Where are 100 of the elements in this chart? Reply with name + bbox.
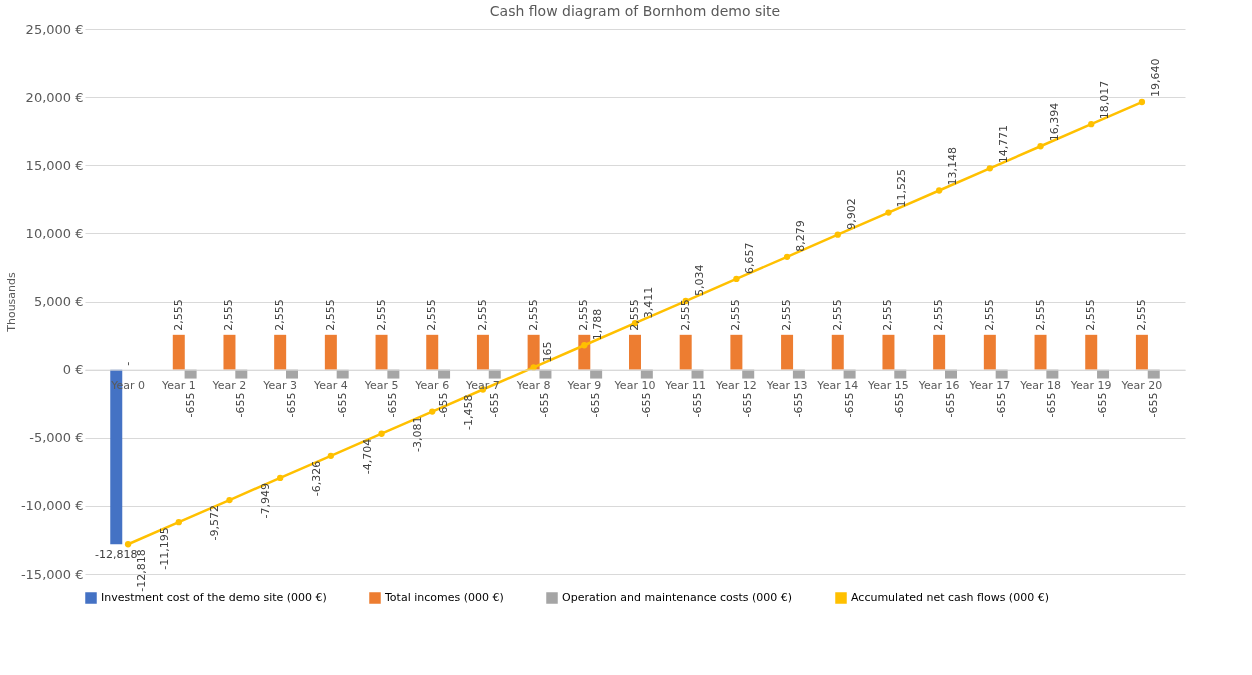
data-label: -655 <box>437 392 451 418</box>
data-label: -655 <box>284 392 298 418</box>
point <box>226 496 233 504</box>
data-label: -655 <box>893 392 907 418</box>
x-tick-label: Year 20 <box>1120 379 1163 393</box>
data-label: -655 <box>943 392 957 418</box>
data-label: -11,195 <box>157 527 171 570</box>
x-tick-label: Year 5 <box>363 379 399 393</box>
x-tick-label: Year 10 <box>613 379 656 393</box>
data-label: 165 <box>540 341 554 363</box>
data-label: -655 <box>1045 392 1059 418</box>
data-label: -655 <box>183 392 197 418</box>
data-label: 2,555 <box>323 299 337 331</box>
x-tick-label: Year 17 <box>968 379 1011 393</box>
y-tick-label: -15,000 € <box>20 566 84 582</box>
data-label: 2,555 <box>1033 299 1047 331</box>
x-tick-label: Year 3 <box>262 379 298 393</box>
data-label: -655 <box>741 392 755 418</box>
point <box>581 342 588 349</box>
data-label: 16,394 <box>1047 102 1061 142</box>
data-label: 2,555 <box>577 299 591 331</box>
y-tick-label: 15,000 € <box>25 157 84 173</box>
data-label: -1,458 <box>461 394 475 430</box>
point <box>885 209 892 216</box>
data-label: - <box>121 361 135 366</box>
data-label: 6,657 <box>743 242 757 274</box>
data-label: 13,148 <box>946 146 960 186</box>
x-tick-label: Year 11 <box>664 379 707 393</box>
point <box>1037 143 1044 150</box>
legend-label: Total incomes (000 €) <box>384 591 504 604</box>
point <box>327 452 335 459</box>
data-label: 3,411 <box>642 286 655 319</box>
x-tick-label: Year 2 <box>211 379 247 393</box>
point <box>378 430 385 437</box>
data-label: -655 <box>538 392 552 418</box>
x-tick-label: Year 1 <box>160 379 196 393</box>
point <box>783 253 791 260</box>
data-label: -12,818 <box>95 548 138 562</box>
data-label: 2,555 <box>932 299 946 331</box>
point <box>429 408 436 415</box>
y-tick-label: 10,000 € <box>25 225 84 241</box>
point <box>834 231 841 238</box>
data-label: 8,279 <box>794 220 808 252</box>
data-label: 1,788 <box>591 308 605 341</box>
y-tick-label: 20,000 € <box>25 89 84 105</box>
point <box>1138 98 1146 106</box>
data-label: -9,572 <box>208 505 222 541</box>
data-label: 19,640 <box>1148 58 1162 98</box>
point <box>124 541 132 548</box>
x-tick-label: Year 9 <box>566 379 602 393</box>
data-label: -655 <box>487 392 501 418</box>
data-label: 2,555 <box>678 299 692 331</box>
x-tick-label: Year 4 <box>312 379 348 393</box>
data-label: 2,555 <box>475 299 489 331</box>
data-label: 5,034 <box>692 264 706 297</box>
x-tick-label: Year 14 <box>816 379 859 393</box>
point <box>733 275 740 283</box>
data-label: -7,949 <box>259 482 273 519</box>
data-label: 2,555 <box>982 299 996 331</box>
data-label: 2,555 <box>729 299 743 331</box>
data-label: 2,555 <box>273 299 287 331</box>
data-label: -655 <box>386 392 400 418</box>
data-label: -655 <box>690 392 704 418</box>
y-tick-label: -5,000 € <box>29 430 84 446</box>
x-tick-label: Year 12 <box>714 379 757 393</box>
data-label: -655 <box>639 392 653 418</box>
data-label: 2,555 <box>526 299 540 331</box>
point <box>935 187 943 194</box>
data-label: 2,555 <box>1084 299 1098 331</box>
legend-label: Investment cost of the demo site (000 €) <box>101 591 327 604</box>
data-label: -4,704 <box>360 438 374 475</box>
data-label: 9,902 <box>844 198 858 230</box>
data-label: 2,555 <box>881 299 895 331</box>
y-tick-label: 0 € <box>62 362 84 378</box>
data-label: 2,555 <box>780 299 794 331</box>
data-label: 18,017 <box>1098 80 1112 120</box>
y-tick-label: 5,000 € <box>33 294 84 309</box>
x-tick-label: Year 19 <box>1069 379 1112 393</box>
point <box>175 519 182 526</box>
data-label: -655 <box>994 392 1008 418</box>
x-tick-label: Year 6 <box>414 379 450 393</box>
x-tick-label: Year 15 <box>867 379 909 393</box>
data-label: 2,555 <box>425 299 439 331</box>
point <box>986 165 993 172</box>
data-label: -655 <box>1146 392 1160 418</box>
data-label: -655 <box>234 392 248 418</box>
legend-label: Operation and maintenance costs (000 €) <box>562 591 793 604</box>
data-label: -655 <box>1096 392 1110 418</box>
x-tick-label: Year 8 <box>515 379 551 393</box>
legend-label: Accumulated net cash flows (000 €) <box>851 591 1049 604</box>
y-axis-title: Thousands <box>4 271 18 333</box>
data-label: -655 <box>589 392 603 418</box>
x-tick-label: Year 16 <box>917 379 960 393</box>
data-label: -655 <box>335 392 349 418</box>
data-label: 2,555 <box>628 299 641 331</box>
data-label: 11,525 <box>895 169 909 208</box>
data-label: 2,555 <box>830 299 844 331</box>
x-tick-label: Year 18 <box>1019 379 1061 393</box>
data-label: 2,555 <box>374 299 388 331</box>
y-tick-label: -10,000 € <box>20 498 84 514</box>
